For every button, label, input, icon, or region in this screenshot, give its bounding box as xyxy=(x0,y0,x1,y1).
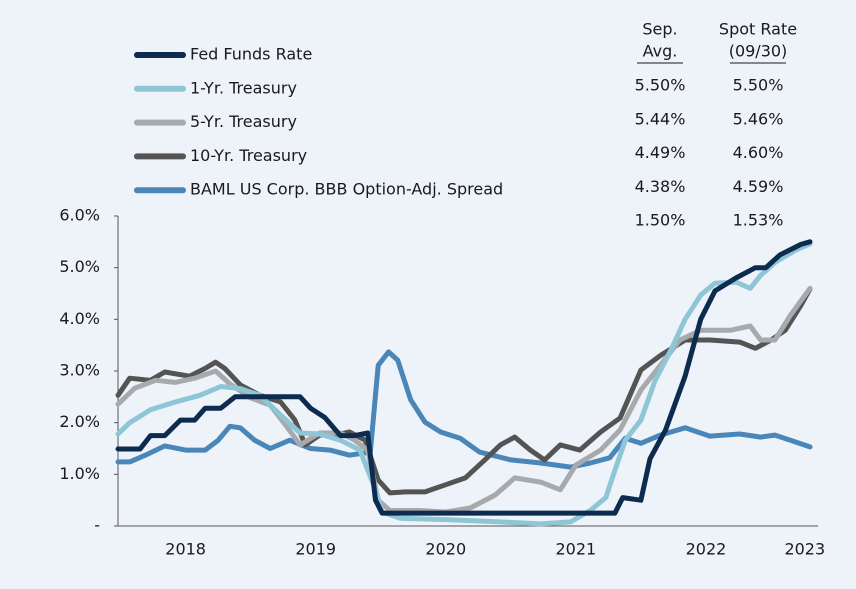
table-header: (09/30) xyxy=(729,42,788,61)
series-line xyxy=(115,239,813,516)
sep-avg: 1.50% xyxy=(635,211,686,230)
legend-label: 5-Yr. Treasury xyxy=(190,112,297,131)
x-tick-label: 2018 xyxy=(165,540,206,559)
x-tick-label: 2022 xyxy=(686,540,727,559)
y-tick-label: 2.0% xyxy=(59,412,100,431)
x-tick-label: 2023 xyxy=(784,540,825,559)
series-line xyxy=(115,349,813,470)
x-tick-label: 2019 xyxy=(295,540,336,559)
spot-rate: 1.53% xyxy=(733,211,784,230)
y-tick-label: 6.0% xyxy=(59,206,100,225)
legend-label: BAML US Corp. BBB Option-Adj. Spread xyxy=(190,180,503,199)
spot-rate: 5.50% xyxy=(733,76,784,95)
series-line xyxy=(115,241,813,527)
y-tick-label: 4.0% xyxy=(59,309,100,328)
y-tick-label: - xyxy=(94,516,100,535)
spot-rate: 4.59% xyxy=(733,177,784,196)
legend-label: Fed Funds Rate xyxy=(190,45,312,64)
y-tick-label: 5.0% xyxy=(59,257,100,276)
sep-avg: 4.49% xyxy=(635,143,686,162)
spot-rate: 5.46% xyxy=(733,109,784,128)
sep-avg: 5.44% xyxy=(635,109,686,128)
table-header: Spot Rate xyxy=(719,20,797,39)
table-header: Sep. xyxy=(642,20,677,39)
series-line xyxy=(115,286,813,496)
y-tick-label: 3.0% xyxy=(59,361,100,380)
legend-label: 1-Yr. Treasury xyxy=(190,78,297,97)
spot-rate: 4.60% xyxy=(733,143,784,162)
x-tick-label: 2020 xyxy=(425,540,466,559)
sep-avg: 5.50% xyxy=(635,76,686,95)
x-tick-label: 2021 xyxy=(556,540,597,559)
y-tick-label: 1.0% xyxy=(59,464,100,483)
sep-avg: 4.38% xyxy=(635,177,686,196)
table-header: Avg. xyxy=(643,42,678,61)
legend-label: 10-Yr. Treasury xyxy=(190,146,307,165)
